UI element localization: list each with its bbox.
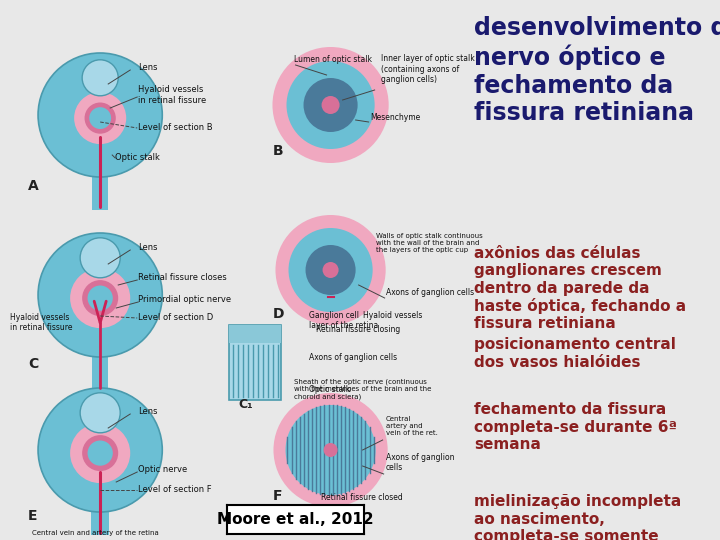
Circle shape	[323, 262, 338, 278]
Circle shape	[88, 286, 113, 310]
Circle shape	[74, 92, 126, 144]
Text: Level of section B: Level of section B	[138, 124, 213, 132]
Text: Walls of optic stalk continuous
with the wall of the brain and
the layers of the: Walls of optic stalk continuous with the…	[376, 233, 482, 253]
Text: Level of section D: Level of section D	[138, 314, 214, 322]
Text: Mesenchyme: Mesenchyme	[371, 113, 421, 122]
Text: Central vein and artery of the retina: Central vein and artery of the retina	[32, 530, 158, 536]
Text: C: C	[28, 357, 38, 371]
Circle shape	[70, 423, 130, 483]
Text: fechamento da fissura
completa-se durante 6ª
semana: fechamento da fissura completa-se durant…	[474, 402, 677, 452]
Circle shape	[272, 47, 389, 163]
Circle shape	[287, 61, 374, 149]
Text: E: E	[28, 509, 37, 523]
Text: Hyaloid vessels
in retinal fissure: Hyaloid vessels in retinal fissure	[138, 85, 207, 105]
Bar	[230, 325, 282, 400]
Text: Retinal fissure closing: Retinal fissure closing	[315, 325, 400, 334]
Circle shape	[276, 215, 386, 325]
Circle shape	[323, 443, 338, 457]
Text: C₁: C₁	[238, 398, 253, 411]
Text: Retinal fissure closed: Retinal fissure closed	[320, 493, 402, 502]
Text: axônios das células
ganglionares crescem
dentro da parede da
haste óptica, fecha: axônios das células ganglionares crescem…	[474, 246, 686, 332]
Circle shape	[80, 238, 120, 278]
Text: Lens: Lens	[138, 408, 158, 416]
Circle shape	[305, 245, 356, 295]
Text: Retinal fissure closes: Retinal fissure closes	[138, 273, 227, 282]
Text: Moore et al., 2012: Moore et al., 2012	[217, 512, 374, 527]
Text: Hyaloid vessels: Hyaloid vessels	[363, 311, 422, 320]
Text: Optic nerve: Optic nerve	[138, 465, 187, 475]
Circle shape	[38, 53, 162, 177]
Circle shape	[89, 107, 111, 129]
Circle shape	[84, 103, 116, 134]
Circle shape	[38, 388, 162, 512]
Text: mielinização incompleta
ao nascimento,
completa-se somente
após exposição à luz : mielinização incompleta ao nascimento, c…	[474, 494, 685, 540]
Text: Optic stalk: Optic stalk	[309, 385, 350, 394]
Text: F: F	[272, 489, 282, 503]
Circle shape	[82, 435, 118, 471]
Text: Axons of ganglion cells: Axons of ganglion cells	[309, 353, 397, 362]
Text: D: D	[272, 307, 284, 321]
Text: Lens: Lens	[138, 64, 158, 72]
Bar	[92, 348, 108, 390]
Text: Level of section F: Level of section F	[138, 485, 212, 495]
Text: A: A	[28, 179, 39, 193]
Circle shape	[289, 228, 373, 312]
Circle shape	[274, 393, 387, 507]
Text: Ganglion cell
layer of the retina: Ganglion cell layer of the retina	[309, 310, 378, 330]
Circle shape	[304, 78, 358, 132]
Circle shape	[70, 268, 130, 328]
Circle shape	[82, 280, 118, 316]
Text: Axons of ganglion cells: Axons of ganglion cells	[386, 288, 474, 297]
Text: B: B	[272, 144, 283, 158]
Text: Inner layer of optic stalk
(containing axons of
ganglion cells): Inner layer of optic stalk (containing a…	[381, 54, 474, 84]
Text: Lumen of optic stalk: Lumen of optic stalk	[294, 55, 372, 64]
Text: Optic stalk: Optic stalk	[115, 153, 160, 163]
Text: posicionamento central
dos vasos hialóides: posicionamento central dos vasos hialóid…	[474, 338, 675, 370]
Circle shape	[80, 393, 120, 433]
Bar	[91, 503, 109, 535]
Text: Axons of ganglion
cells: Axons of ganglion cells	[386, 453, 454, 472]
Circle shape	[38, 233, 162, 357]
Circle shape	[88, 441, 113, 465]
Circle shape	[82, 60, 118, 96]
Text: Central
artery and
vein of the ret.: Central artery and vein of the ret.	[386, 416, 438, 436]
Bar	[92, 168, 108, 210]
Bar	[230, 325, 282, 343]
Circle shape	[322, 96, 340, 114]
Text: Primordial optic nerve: Primordial optic nerve	[138, 295, 231, 305]
Circle shape	[286, 405, 376, 495]
Text: Hyaloid vessels
in retinal fissure: Hyaloid vessels in retinal fissure	[10, 313, 73, 332]
Text: desenvolvimento do
nervo óptico e
fechamento da
fissura retiniana: desenvolvimento do nervo óptico e fecham…	[474, 16, 720, 125]
Text: Lens: Lens	[138, 244, 158, 253]
Text: Sheath of the optic nerve (continuous
with the meninges of the brain and the
cho: Sheath of the optic nerve (continuous wi…	[294, 379, 431, 400]
